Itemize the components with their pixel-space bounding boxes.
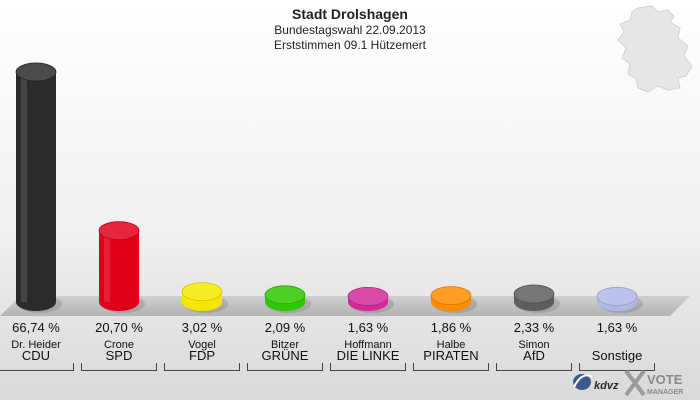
party-underline [496,363,572,371]
bars-group [15,62,643,313]
title-block: Stadt Drolshagen Bundestagswahl 22.09.20… [0,6,700,53]
value-label: 20,70 % [95,320,143,335]
party-label: DIE LINKE [336,348,400,363]
candidate-label: Crone [104,339,134,351]
chart-title: Stadt Drolshagen [292,6,408,22]
value-label: 3,02 % [181,320,223,335]
candidate-label: Hoffmann [344,339,392,351]
party-label: CDU [21,348,51,363]
bar-fdp [181,282,228,313]
bar-sonstige [596,286,643,313]
vote-manager-logo: kdvz VOTE MANAGER [573,369,683,397]
bar-die-linke [347,286,394,313]
party-label: FDP [189,348,215,363]
party-label: Sonstige [591,348,643,363]
chart-subtitle-district: Erststimmen 09.1 Hützemert [273,38,427,52]
bar-spd [98,221,145,313]
value-label: 1,63 % [596,320,638,335]
candidate-label: Halbe [436,339,466,351]
party-label: GRÜNE [261,348,309,363]
party-underline [330,363,406,371]
logo-manager-text: MANAGER [647,389,683,396]
chart-subtitle-election: Bundestagswahl 22.09.2013 [274,23,426,37]
candidate-label: Vogel [188,339,216,351]
value-label: 66,74 % [12,320,60,335]
bar-gr-ne [264,285,311,313]
value-label: 1,63 % [347,320,389,335]
party-label: SPD [105,348,133,363]
candidate-label: Dr. Heider [11,339,61,351]
value-label: 2,33 % [513,320,555,335]
party-underline [579,363,655,371]
candidate-label: Simon [518,339,550,351]
bar-afd [513,284,560,313]
party-underline [413,363,489,371]
party-label: AfD [523,348,545,363]
value-label: 1,86 % [430,320,472,335]
bar-piraten [430,286,477,313]
logo-vote-text: VOTE [647,372,683,387]
logo-brand-text: kdvz [594,380,619,392]
party-underline [164,363,240,371]
bar-cdu [15,62,62,313]
party-underline [0,363,74,371]
party-label: PIRATEN [423,348,479,363]
candidate-label: Bitzer [270,339,300,351]
party-underline [247,363,323,371]
party-underline [81,363,157,371]
value-label: 2,09 % [264,320,306,335]
germany-map-icon [617,5,693,93]
